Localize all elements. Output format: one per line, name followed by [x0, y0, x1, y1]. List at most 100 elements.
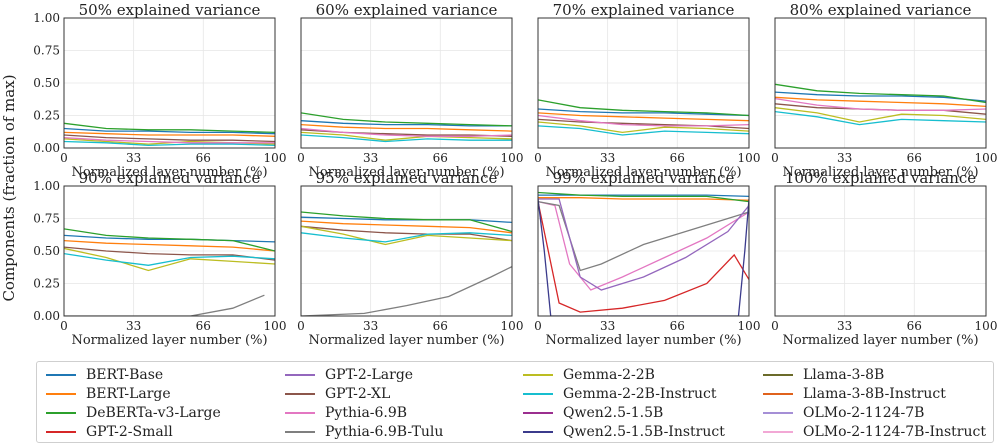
legend-swatch	[523, 374, 553, 376]
legend-label: OLMo-2-1124-7B-Instruct	[803, 424, 986, 440]
legend-label: Pythia-6.9B-Tulu	[325, 424, 444, 440]
legend-item: GPT-2-XL	[285, 384, 390, 404]
series-group	[301, 112, 512, 143]
chart-panel: 100% explained variance 0 33 66 100Normalize…	[771, 169, 997, 348]
legend-swatch	[285, 393, 315, 395]
legend-swatch	[46, 412, 76, 414]
x-tick-label: 66	[196, 151, 211, 165]
series-line	[301, 225, 512, 242]
x-tick-label: 33	[837, 319, 852, 333]
x-axis-label: Normalized layer number (%)	[71, 165, 267, 180]
chart-panel: 99% explained variance 0 33 66 100Normalized…	[534, 169, 760, 348]
y-tick-label: 0.75	[33, 212, 60, 226]
x-tick-label: 66	[670, 151, 685, 165]
x-tick-label: 66	[433, 319, 448, 333]
legend-item: Llama-3-8B	[763, 365, 884, 385]
x-tick-label: 0	[60, 319, 68, 333]
legend-item: BERT-Large	[46, 384, 171, 404]
panel-title: 95% explained variance	[316, 169, 498, 187]
legend-label: BERT-Large	[86, 386, 171, 402]
legend-swatch	[523, 431, 553, 433]
x-tick-label: 0	[771, 319, 779, 333]
x-axis-label: Normalized layer number (%)	[782, 333, 978, 348]
legend-item: Gemma-2-2B	[523, 365, 655, 385]
x-tick-label: 33	[837, 151, 852, 165]
legend-item: GPT-2-Large	[285, 365, 413, 385]
x-tick-label: 0	[60, 151, 68, 165]
y-tick-label: 0.25	[33, 109, 60, 123]
series-line	[538, 200, 749, 291]
legend-item: Llama-3-8B-Instruct	[763, 384, 946, 404]
series-line	[775, 107, 986, 123]
chart-panel: 95% explained variance 0 33 66 100Normalized…	[297, 169, 523, 348]
legend-item: GPT-2-Small	[46, 422, 173, 442]
y-tick-label: 1.00	[33, 11, 60, 25]
series-line	[775, 110, 986, 126]
x-axis-label: Normalized layer number (%)	[71, 333, 267, 348]
y-tick-label: 0.50	[33, 244, 60, 258]
x-tick-label: 100	[738, 151, 761, 165]
plot-frame	[774, 17, 987, 149]
x-tick-label: 0	[771, 151, 779, 165]
series-line	[64, 122, 275, 134]
x-tick-label: 33	[600, 151, 615, 165]
series-line	[64, 131, 275, 137]
plot-frame	[63, 185, 276, 317]
legend-label: Qwen2.5-1.5B	[563, 405, 664, 421]
x-axis-label: Normalized layer number (%)	[545, 333, 741, 348]
chart-panel: 50% explained variance 0.00 0.25 0.50 0.75 1.…	[33, 1, 286, 180]
series-line	[301, 225, 512, 246]
x-tick-label: 100	[975, 319, 998, 333]
legend-label: Llama-3-8B-Instruct	[803, 386, 946, 402]
legend-item: DeBERTa-v3-Large	[46, 403, 221, 423]
series-line	[301, 232, 512, 243]
legend-label: OLMo-2-1124-7B	[803, 405, 925, 421]
legend-swatch	[763, 412, 793, 414]
x-tick-label: 100	[264, 151, 287, 165]
legend-label: Qwen2.5-1.5B-Instruct	[563, 424, 725, 440]
series-group	[301, 211, 512, 316]
chart-panel: 90% explained variance 0.00 0.25 0.50 0.75 1.…	[33, 169, 286, 348]
legend-swatch	[763, 374, 793, 376]
x-axis-label: Normalized layer number (%)	[782, 165, 978, 180]
legend-label: GPT-2-XL	[325, 386, 391, 402]
series-line	[64, 134, 275, 143]
series-line	[538, 200, 749, 272]
legend-label: BERT-Base	[86, 367, 164, 383]
plot-frame	[300, 17, 513, 149]
legend-label: Gemma-2-2B	[563, 367, 655, 383]
legend-item: Pythia-6.9B-Tulu	[285, 422, 443, 442]
x-axis-label: Normalized layer number (%)	[308, 333, 504, 348]
legend-item: Qwen2.5-1.5B	[523, 403, 663, 423]
x-tick-label: 66	[670, 319, 685, 333]
x-tick-label: 66	[433, 151, 448, 165]
x-tick-label: 0	[297, 319, 305, 333]
x-tick-label: 100	[501, 319, 524, 333]
x-tick-label: 100	[738, 319, 761, 333]
series-line	[775, 91, 986, 102]
series-line	[775, 97, 986, 111]
legend-swatch	[285, 374, 315, 376]
legend-item: BERT-Base	[46, 365, 163, 385]
panel-title: 99% explained variance	[553, 169, 735, 187]
legend-item: Pythia-6.9B	[285, 403, 407, 423]
x-tick-label: 66	[907, 319, 922, 333]
series-line	[64, 136, 275, 144]
series-line	[538, 112, 749, 122]
legend: BERT-Base BERT-Large DeBERTa-v3-Large GPT-2…	[36, 361, 994, 443]
legend-swatch	[763, 431, 793, 433]
y-tick-label: 0.00	[33, 309, 60, 323]
series-group	[64, 228, 275, 316]
legend-swatch	[285, 412, 315, 414]
panel-title: 50% explained variance	[79, 1, 261, 19]
series-line	[538, 198, 749, 291]
legend-label: GPT-2-Small	[86, 424, 173, 440]
panel-title: 90% explained variance	[79, 169, 261, 187]
x-axis-label: Normalized layer number (%)	[308, 165, 504, 180]
series-line	[538, 99, 749, 117]
series-line	[538, 108, 749, 117]
chart-panel: 70% explained variance 0 33 66 100Normalized…	[534, 1, 760, 180]
series-line	[64, 294, 265, 316]
series-line	[538, 125, 749, 136]
